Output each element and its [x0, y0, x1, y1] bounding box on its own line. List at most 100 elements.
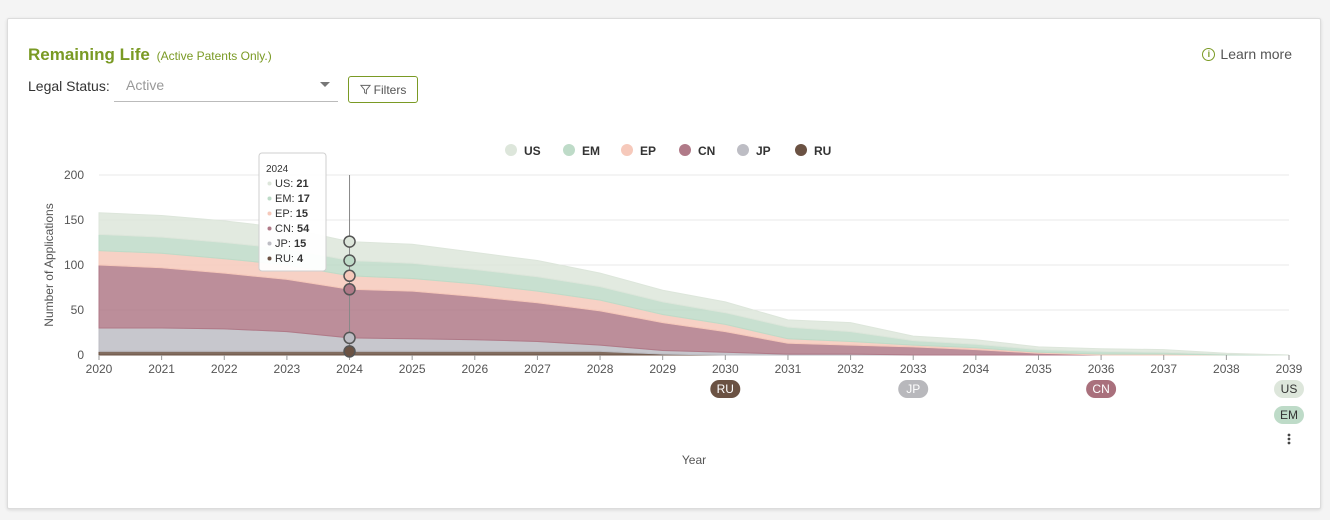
x-tick-label: 2021: [148, 362, 175, 376]
x-tick-label: 2025: [399, 362, 426, 376]
x-tick-label: 2024: [336, 362, 363, 376]
tooltip-dot: [267, 226, 272, 231]
y-axis-title: Number of Applications: [42, 203, 56, 326]
tooltip-row: EP: 15: [275, 208, 308, 220]
tooltip-row: CN: 54: [275, 223, 310, 235]
legend-marker: [563, 144, 575, 156]
badge-label: JP: [906, 382, 920, 396]
x-tick-label: 2026: [461, 362, 488, 376]
badge-label: US: [1281, 382, 1298, 396]
area-us: [98, 212, 1290, 356]
tooltip-dot: [267, 211, 272, 216]
remaining-life-card: Remaining Life (Active Patents Only.) i …: [7, 18, 1321, 509]
legend-marker: [737, 144, 749, 156]
legend-item-cn[interactable]: CN: [679, 144, 715, 158]
badge-label: RU: [717, 382, 734, 396]
x-tick-label: 2037: [1150, 362, 1177, 376]
legend-marker: [795, 144, 807, 156]
x-tick-label: 2029: [649, 362, 676, 376]
legend-label: JP: [756, 144, 771, 158]
x-tick-label: 2034: [962, 362, 989, 376]
x-tick-label: 2023: [274, 362, 301, 376]
info-icon: i: [1202, 47, 1216, 61]
badge-label: EM: [1280, 408, 1298, 422]
tooltip-box: [258, 152, 327, 272]
y-tick-label: 0: [77, 348, 84, 362]
y-tick-label: 50: [71, 303, 85, 317]
legend-item-us[interactable]: US: [505, 144, 541, 158]
tooltip-row: RU: 4: [275, 253, 304, 265]
y-tick-label: 100: [64, 258, 84, 272]
x-tick-label: 2020: [86, 362, 113, 376]
expiry-badge-ru[interactable]: RU: [710, 380, 741, 398]
remaining-life-chart: 0 50 100 150 200 2020 2021 2022 2023 2024 2025 2026…: [42, 144, 1304, 467]
legal-status-select[interactable]: Active: [114, 73, 338, 102]
chart-tooltip: 2024 US: 21 EM: 17 EP: 15 CN: 54 JP: 15 RU: 4: [258, 152, 327, 272]
x-tick-label: 2033: [900, 362, 927, 376]
tooltip-title: 2024: [266, 164, 289, 175]
tooltip-dot: [267, 241, 272, 246]
x-tick-label: 2036: [1088, 362, 1115, 376]
badge-label: CN: [1092, 382, 1109, 396]
x-tick-label: 2030: [712, 362, 739, 376]
badge-pill: [1274, 380, 1304, 398]
x-tick-label: 2032: [837, 362, 864, 376]
legend-label: CN: [698, 144, 715, 158]
y-tick-label: 200: [64, 168, 84, 182]
legend-label: RU: [814, 144, 831, 158]
tooltip-dot: [267, 181, 272, 186]
hover-marker-us[interactable]: [343, 235, 356, 248]
filter-icon: [359, 84, 371, 95]
card-subtitle: (Active Patents Only.): [156, 49, 272, 63]
x-tick-label: 2035: [1025, 362, 1052, 376]
more-dot: [1287, 441, 1291, 445]
legend-label: EM: [582, 144, 600, 158]
legend-label: EP: [640, 144, 656, 158]
more-dot: [1287, 433, 1291, 437]
tooltip-dot: [267, 196, 272, 201]
x-tick-label: 2038: [1213, 362, 1240, 376]
chevron-down-icon: [320, 82, 330, 87]
hover-marker-cn[interactable]: [343, 283, 356, 296]
filters-button[interactable]: Filters: [348, 76, 418, 103]
y-tick-label: 150: [64, 213, 84, 227]
hover-marker-ru[interactable]: [343, 345, 356, 358]
tooltip-row: EM: 17: [275, 193, 310, 205]
expiry-badge-jp[interactable]: JP: [898, 380, 929, 398]
hover-marker-jp[interactable]: [343, 331, 356, 345]
badge-pill: [710, 380, 741, 398]
legend-item-jp[interactable]: JP: [737, 144, 771, 158]
x-tick-label: 2027: [524, 362, 551, 376]
legend-item-em[interactable]: EM: [563, 144, 600, 158]
card-title: Remaining Life (Active Patents Only.): [28, 45, 272, 65]
more-dot: [1287, 437, 1291, 441]
title-text: Remaining Life: [28, 45, 150, 64]
expiry-badge-us[interactable]: US: [1274, 380, 1304, 398]
tooltip-dot: [267, 256, 272, 261]
hover-marker-ep[interactable]: [343, 269, 356, 283]
filters-button-label: Filters: [373, 82, 407, 97]
legend-marker: [679, 144, 691, 156]
legal-status-value: Active: [126, 77, 165, 93]
legend-item-ep[interactable]: EP: [621, 144, 656, 158]
tooltip-row: US: 21: [275, 178, 309, 190]
hover-marker-em[interactable]: [343, 254, 356, 267]
legend-marker: [505, 144, 517, 156]
badge-pill: [898, 380, 929, 398]
learn-more-link[interactable]: i Learn more: [1202, 46, 1292, 62]
x-tick-label: 2039: [1276, 362, 1303, 376]
expiry-badge-em[interactable]: EM: [1274, 406, 1304, 424]
x-tick-label: 2031: [775, 362, 802, 376]
legend-label: US: [524, 144, 541, 158]
tooltip-row: JP: 15: [275, 238, 306, 250]
legend-item-ru[interactable]: RU: [795, 144, 831, 158]
learn-more-label: Learn more: [1220, 46, 1292, 62]
badge-pill: [1274, 406, 1304, 424]
legend-marker: [621, 144, 633, 156]
x-tick-label: 2028: [587, 362, 614, 376]
more-vertical-icon[interactable]: [1287, 433, 1291, 445]
legal-status-label: Legal Status:: [28, 78, 110, 94]
expiry-badge-cn[interactable]: CN: [1086, 380, 1117, 398]
badge-pill: [1086, 380, 1117, 398]
x-axis-title: Year: [682, 453, 706, 467]
